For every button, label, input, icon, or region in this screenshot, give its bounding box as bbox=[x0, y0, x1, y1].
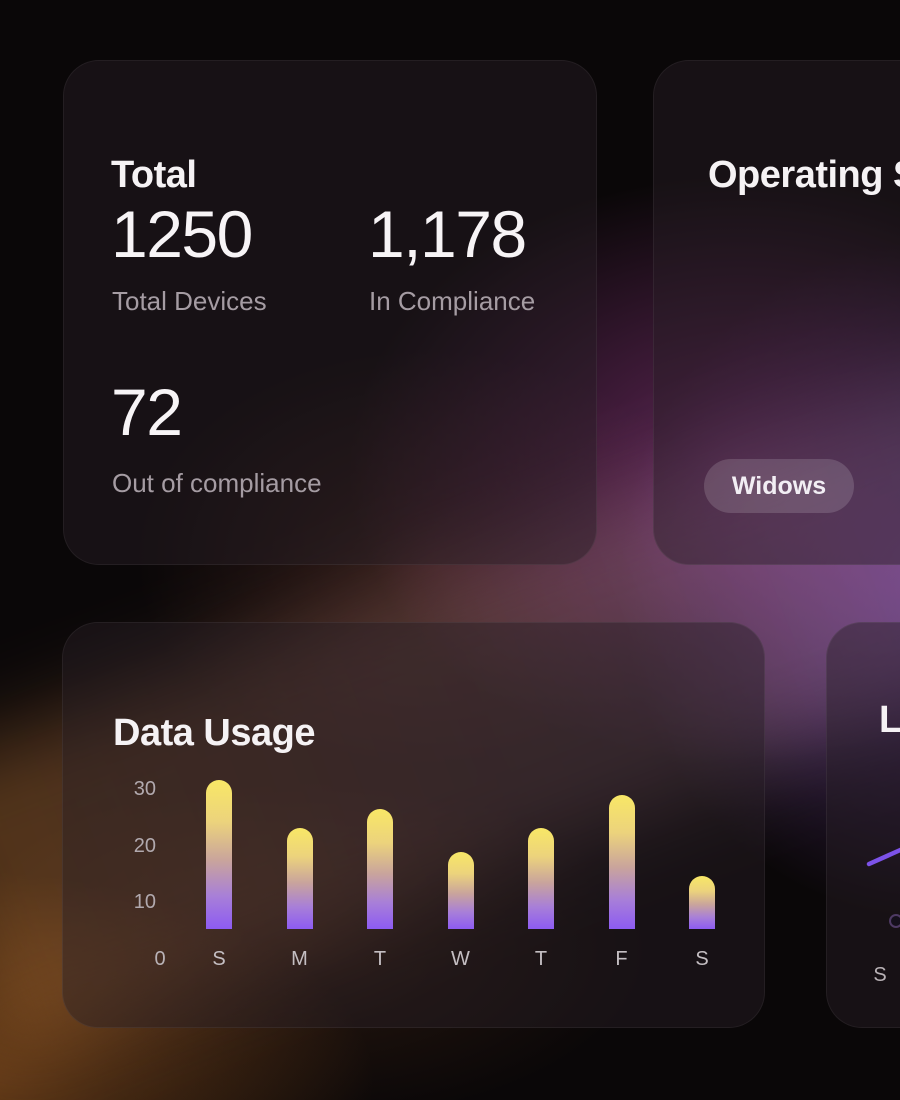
stat-in-compliance-label: In Compliance bbox=[369, 286, 536, 316]
stat-in-compliance-value: 1,178 bbox=[368, 197, 527, 271]
data-usage-bar-chart: 30 20 10 0 S M T W T F S bbox=[63, 623, 764, 1027]
card-total-title: Total bbox=[111, 153, 197, 196]
card-operating-systems: Operating S Widows bbox=[653, 60, 900, 565]
bar-T-2 bbox=[367, 809, 393, 929]
card-total: Total 1250 Total Devices 1,178 In Compli… bbox=[63, 60, 597, 565]
x-axis-label-4: T bbox=[534, 948, 548, 970]
x-axis-label-2: T bbox=[373, 948, 387, 970]
card-partial-right: Lo S bbox=[826, 622, 900, 1028]
stat-out-of-compliance-value: 72 bbox=[111, 375, 183, 449]
x-axis-label-3: W bbox=[451, 948, 470, 970]
partial-chart-x-label: S bbox=[873, 964, 887, 986]
stat-total-devices-label: Total Devices bbox=[112, 286, 267, 316]
bar-T-4 bbox=[528, 828, 554, 929]
x-axis-label-1: M bbox=[291, 948, 308, 970]
card-data-usage-title: Data Usage bbox=[113, 711, 315, 754]
bar-S-0 bbox=[206, 780, 232, 929]
x-axis-label-0: S bbox=[212, 948, 226, 970]
card-data-usage: Data Usage 30 20 10 0 S M T W T F S bbox=[62, 622, 765, 1028]
card-partial-right-title: Lo bbox=[879, 698, 900, 741]
stat-total-devices-value: 1250 bbox=[111, 197, 253, 271]
y-axis-zero-label: 0 bbox=[154, 948, 166, 970]
line-chart-fragment bbox=[866, 847, 900, 928]
card-operating-systems-title: Operating S bbox=[708, 153, 900, 196]
x-axis-label-6: S bbox=[695, 948, 709, 970]
stat-out-of-compliance-label: Out of compliance bbox=[112, 468, 322, 498]
bar-S-6 bbox=[689, 876, 715, 929]
y-axis-tick-30: 30 bbox=[133, 777, 156, 800]
os-badge-widows[interactable]: Widows bbox=[704, 459, 854, 513]
x-axis-label-5: F bbox=[615, 948, 628, 970]
bar-M-1 bbox=[286, 828, 313, 929]
bar-F-5 bbox=[608, 795, 635, 929]
y-axis-tick-20: 20 bbox=[133, 834, 156, 857]
y-axis-tick-10: 10 bbox=[133, 891, 156, 914]
bar-W-3 bbox=[447, 852, 474, 929]
